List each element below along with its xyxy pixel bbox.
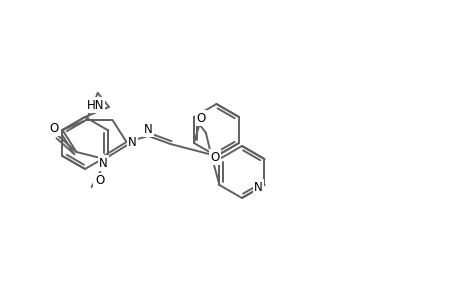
Text: N: N — [99, 157, 107, 169]
Text: O: O — [95, 175, 104, 188]
Text: N: N — [253, 181, 262, 194]
Text: O: O — [50, 122, 59, 134]
Text: HN: HN — [86, 98, 104, 112]
Text: N: N — [144, 122, 152, 136]
Text: N: N — [128, 136, 137, 148]
Text: O: O — [196, 112, 205, 124]
Text: O: O — [210, 151, 219, 164]
